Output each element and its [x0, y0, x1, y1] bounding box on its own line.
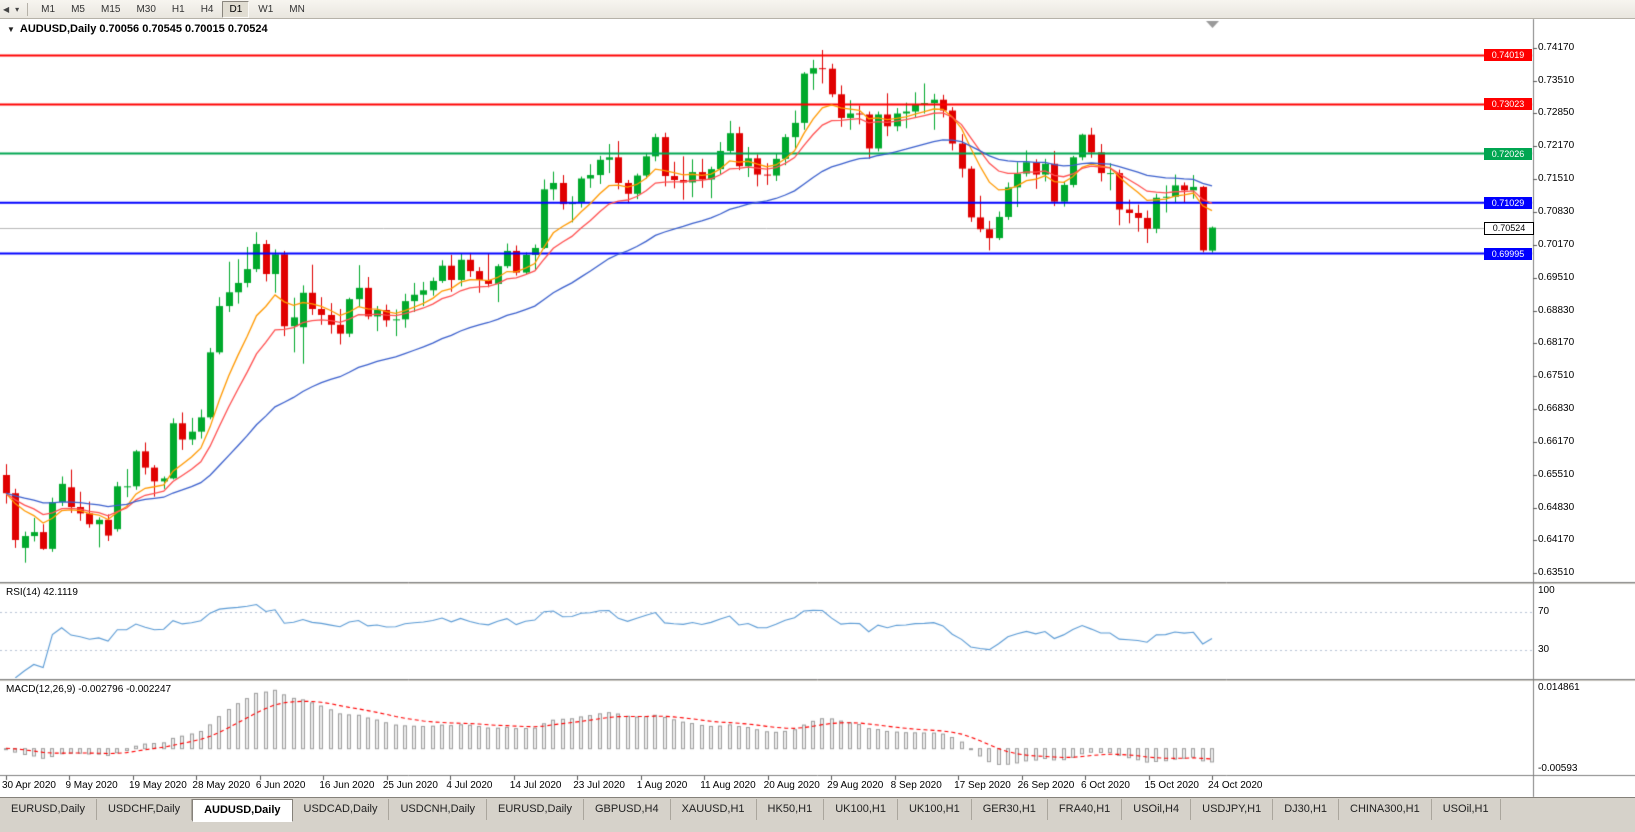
date-axis-label: 11 Aug 2020 [700, 780, 756, 791]
symbol-tab-usdjpy-h1[interactable]: USDJPY,H1 [1191, 799, 1274, 820]
symbol-tab-uk100-h1[interactable]: UK100,H1 [898, 799, 972, 820]
level-price-flag: 0.71029 [1484, 196, 1532, 209]
symbol-tab-ger30-h1[interactable]: GER30,H1 [972, 799, 1048, 820]
chart-ohlc-text: AUDUSD,Daily 0.70056 0.70545 0.70015 0.7… [19, 23, 268, 35]
symbol-tab-dj30-h1[interactable]: DJ30,H1 [1273, 799, 1340, 820]
price-axis-label: 0.68830 [1538, 304, 1575, 316]
timeframe-button-m30[interactable]: M30 [136, 3, 156, 15]
date-axis-label: 25 Jun 2020 [382, 780, 438, 791]
chart-collapse-icon[interactable]: ▼ [7, 25, 15, 34]
chart-nav-left-icon[interactable]: ◀ [3, 4, 10, 14]
date-axis-label: 15 Oct 2020 [1144, 780, 1199, 791]
date-axis-label: 17 Sep 2020 [954, 780, 1011, 791]
rsi-indicator-label: RSI(14) 42.1119 [6, 587, 78, 598]
level-price-flag: 0.72026 [1484, 147, 1532, 160]
symbol-tab-fra40-h1[interactable]: FRA40,H1 [1048, 799, 1123, 820]
rsi-axis-label: 100 [1538, 585, 1555, 596]
timeframe-button-m5[interactable]: M5 [71, 3, 85, 15]
symbol-tab-usdchf-daily[interactable]: USDCHF,Daily [97, 799, 193, 820]
timeframe-button-d1[interactable]: D1 [222, 0, 250, 18]
price-axis-label: 0.72170 [1538, 140, 1575, 152]
timeframe-button-m15[interactable]: M15 [100, 3, 121, 15]
symbol-tab-xauusd-h1[interactable]: XAUUSD,H1 [671, 799, 757, 820]
chart-list-dropdown-icon[interactable]: ▾ [15, 4, 20, 14]
price-axis-label: 0.65510 [1538, 468, 1575, 480]
current-price-flag: 0.70524 [1484, 221, 1534, 235]
price-axis-label: 0.69510 [1538, 271, 1575, 283]
timeframe-toolbar: ◀ ▾ M1 M5 M15 M30 H1 H4 D1 W1 MN [0, 0, 1635, 19]
date-axis-label: 16 Jun 2020 [319, 780, 375, 791]
price-axis-label: 0.73510 [1538, 74, 1575, 86]
level-price-flag: 0.69995 [1484, 247, 1532, 260]
date-axis-label: 8 Sep 2020 [890, 780, 942, 791]
timeframe-button-m1[interactable]: M1 [41, 3, 56, 15]
level-price-flag: 0.74019 [1484, 49, 1532, 62]
rsi-axis-label: 30 [1538, 643, 1550, 655]
symbol-tab-china300-h1[interactable]: CHINA300,H1 [1339, 799, 1432, 820]
price-axis-label: 0.64170 [1538, 534, 1575, 546]
price-axis-label: 0.64830 [1538, 501, 1575, 513]
macd-indicator-label: MACD(12,26,9) -0.002796 -0.002247 [6, 684, 172, 695]
macd-axis-label: -0.00593 [1538, 763, 1578, 774]
symbol-tab-audusd-daily[interactable]: AUDUSD,Daily [192, 799, 293, 822]
date-axis-label: 6 Jun 2020 [255, 780, 306, 791]
date-axis-label: 4 Jul 2020 [446, 780, 493, 791]
price-axis-label: 0.63510 [1538, 567, 1575, 578]
date-axis-label: 9 May 2020 [65, 780, 118, 791]
price-axis-label: 0.67510 [1538, 370, 1575, 381]
price-axis-label: 0.68170 [1538, 337, 1575, 349]
timeframe-button-h4[interactable]: H4 [200, 3, 214, 15]
toolbar-separator [27, 2, 29, 16]
timeframe-button-mn[interactable]: MN [289, 3, 305, 15]
symbol-tab-uk100-h1[interactable]: UK100,H1 [824, 799, 898, 820]
chart-ohlc-header: ▼ AUDUSD,Daily 0.70056 0.70545 0.70015 0.… [7, 23, 268, 35]
symbol-tab-gbpusd-h4[interactable]: GBPUSD,H4 [584, 799, 671, 820]
date-axis-label: 19 May 2020 [128, 780, 187, 791]
price-axis-label: 0.74170 [1538, 42, 1575, 53]
date-axis-label: 14 Jul 2020 [509, 780, 562, 791]
symbol-tab-bar: EURUSD,Daily USDCHF,Daily AUDUSD,Daily USDC… [0, 797, 1635, 832]
symbol-tab-usdcad-daily[interactable]: USDCAD,Daily [293, 799, 390, 820]
date-axis-label: 28 May 2020 [192, 780, 251, 791]
price-axis-label: 0.66830 [1538, 403, 1575, 415]
date-axis-label: 20 Aug 2020 [763, 780, 820, 791]
symbol-tab-usoil-h1[interactable]: USOil,H1 [1432, 799, 1501, 820]
price-axis-label: 0.70830 [1538, 206, 1575, 218]
date-axis-label: 1 Aug 2020 [636, 780, 688, 791]
symbol-tab-usoil-h4[interactable]: USOil,H4 [1122, 799, 1192, 820]
date-axis-label: 29 Aug 2020 [827, 780, 884, 791]
rsi-axis-label: 70 [1538, 606, 1550, 618]
timeframe-button-h1[interactable]: H1 [171, 3, 185, 15]
date-axis-label: 24 Oct 2020 [1208, 780, 1263, 791]
macd-axis-label: 0.014861 [1538, 682, 1580, 693]
symbol-tab-hk50-h1[interactable]: HK50,H1 [757, 799, 825, 820]
timeframe-button-w1[interactable]: W1 [258, 3, 274, 15]
price-axis-label: 0.71510 [1538, 173, 1575, 184]
date-axis-label: 6 Oct 2020 [1081, 780, 1130, 791]
price-axis-label: 0.70170 [1538, 238, 1575, 250]
date-axis-label: 23 Jul 2020 [573, 780, 625, 791]
price-axis-label: 0.66170 [1538, 435, 1575, 447]
date-axis-label: 30 Apr 2020 [2, 780, 56, 791]
date-axis-label: 26 Sep 2020 [1017, 780, 1075, 791]
symbol-tab-eurusd-daily[interactable]: EURUSD,Daily [0, 799, 97, 820]
level-price-flag: 0.73023 [1484, 98, 1532, 111]
symbol-tab-eurusd-daily[interactable]: EURUSD,Daily [487, 799, 584, 820]
price-axis-label: 0.72850 [1538, 107, 1575, 118]
symbol-tab-usdcnh-daily[interactable]: USDCNH,Daily [389, 799, 488, 820]
